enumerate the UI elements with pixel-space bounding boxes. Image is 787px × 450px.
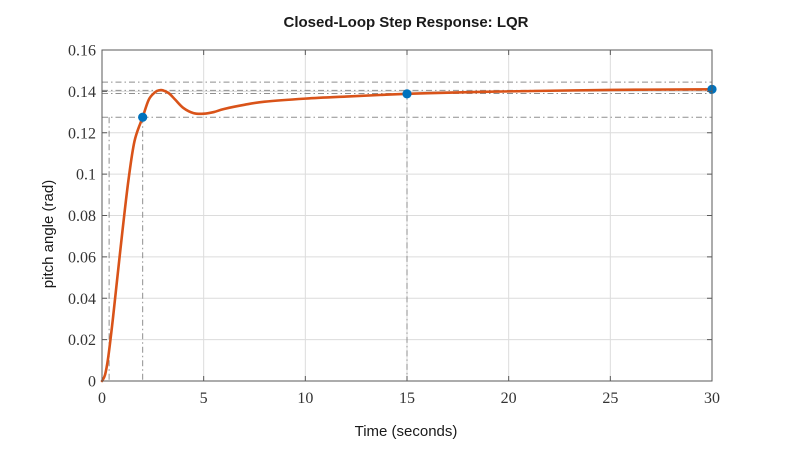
reference-lines <box>102 81 712 381</box>
x-tick-label: 15 <box>399 390 415 407</box>
tick-marks <box>101 49 713 382</box>
y-tick-label: 0.1 <box>76 167 96 184</box>
chart-title: Closed-Loop Step Response: LQR <box>283 14 528 31</box>
y-tick-label: 0.04 <box>68 291 96 308</box>
y-tick-labels: 0 0.02 0.04 0.06 0.08 0.1 0.12 0.14 0.16 <box>68 43 96 391</box>
x-tick-label: 25 <box>602 390 618 407</box>
y-tick-label: 0.06 <box>68 249 96 266</box>
x-tick-label: 20 <box>501 390 517 407</box>
y-axis-label: pitch angle (rad) <box>40 180 57 288</box>
y-tick-label: 0.16 <box>68 43 96 60</box>
characteristic-point-marker[interactable] <box>138 112 148 122</box>
characteristic-point-marker[interactable] <box>402 89 412 99</box>
x-tick-label: 10 <box>297 390 313 407</box>
x-tick-label: 5 <box>200 390 208 407</box>
x-tick-label: 0 <box>98 390 106 407</box>
series-layer <box>100 88 714 383</box>
step-response-series-line <box>100 88 714 383</box>
y-tick-label: 0.08 <box>68 208 96 225</box>
x-tick-labels: 0 5 10 15 20 25 30 <box>98 390 720 407</box>
y-tick-label: 0 <box>88 374 96 391</box>
y-tick-label: 0.12 <box>68 125 96 142</box>
y-tick-label: 0.02 <box>68 332 96 349</box>
x-tick-label: 30 <box>704 390 720 407</box>
y-tick-label: 0.14 <box>68 84 96 101</box>
x-axis-label: Time (seconds) <box>355 423 458 440</box>
